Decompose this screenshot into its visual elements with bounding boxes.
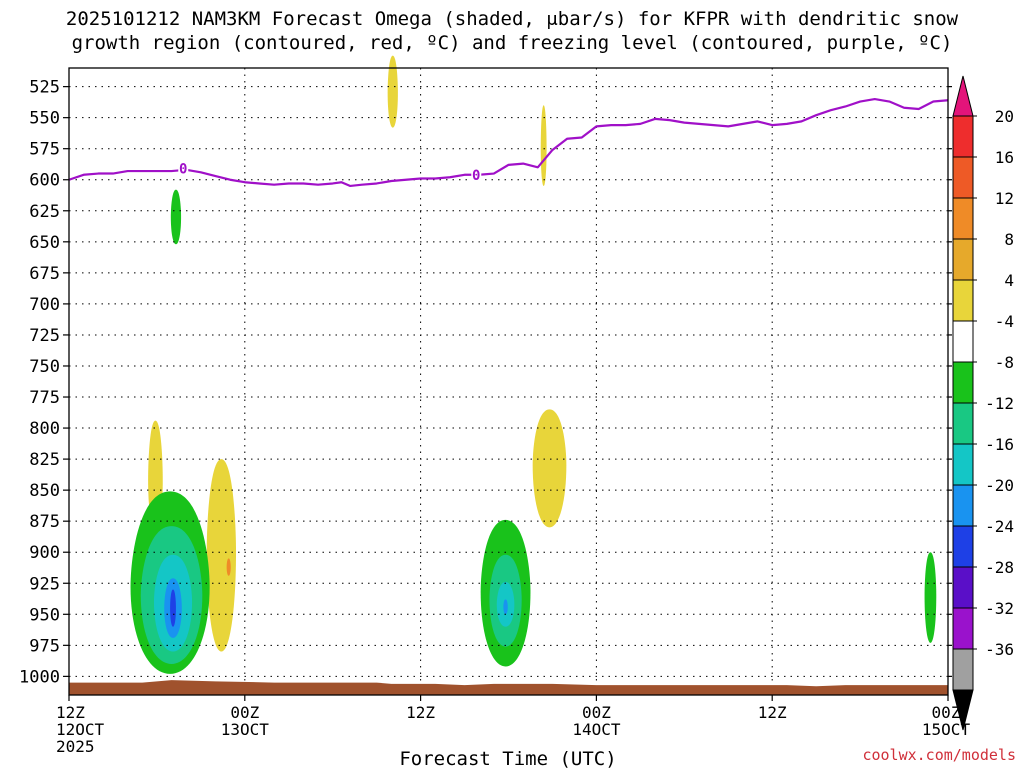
grid-lines: [69, 68, 948, 695]
colorbar-bin-12: [952, 566, 974, 609]
y-tick-label-975: 975: [29, 636, 60, 656]
y-tick-label-800: 800: [29, 419, 60, 439]
y-tick-label-675: 675: [29, 264, 60, 284]
colorbar-bin-7: [952, 361, 974, 404]
x-tick-label-12-line-1: 00Z: [230, 703, 259, 722]
y-tick-label-575: 575: [29, 140, 60, 160]
chart-title-line-1: 2025101212 NAM3KM Forecast Omega (shaded…: [65, 8, 959, 30]
colorbar-bin-10: [952, 484, 974, 527]
omega-upward-feature-8-level-4: [170, 589, 176, 627]
y-tick-label-1000: 1000: [19, 667, 60, 687]
colorbar-label-5: -4: [995, 312, 1014, 331]
y-tick-label-550: 550: [29, 109, 60, 129]
x-tick-label-60-line-2: 15OCT: [922, 720, 971, 739]
y-tick-label-700: 700: [29, 295, 60, 315]
x-tick-label-12-line-2: 13OCT: [221, 720, 270, 739]
colorbar-bin-8: [952, 402, 974, 445]
colorbar-bin-2: [952, 156, 974, 199]
colorbar-bin-4: [952, 238, 974, 281]
omega-upward-feature-9-level-3: [503, 599, 508, 615]
y-axis: 525 550 575 600 625 650 675 700 725 750 775 800 825 8…: [19, 78, 952, 687]
x-tick-label-60-line-1: 00Z: [932, 703, 961, 722]
colorbar-label-2: 12: [995, 189, 1014, 208]
colorbar-label-0: 20: [995, 107, 1014, 126]
y-tick-label-600: 600: [29, 171, 60, 191]
colorbar-label-4: 4: [1004, 271, 1014, 290]
freezing-level-label-0: 0: [179, 162, 187, 178]
colorbar-bin-5: [952, 279, 974, 322]
y-tick-label-650: 650: [29, 233, 60, 253]
plot-frame: [68, 67, 949, 696]
colorbar-bin-14: [952, 648, 974, 691]
colorbar-label-10: -24: [985, 517, 1014, 536]
omega-downward-feature-5-level-0: [540, 105, 547, 186]
y-tick-label-850: 850: [29, 481, 60, 501]
colorbar-label-9: -20: [985, 476, 1014, 495]
y-tick-label-775: 775: [29, 388, 60, 408]
freezing-level-label-bg-0: [178, 160, 189, 176]
omega-downward-feature-3-level-0: [226, 558, 231, 576]
terrain-fill: [69, 680, 948, 695]
terrain-layer: [69, 680, 948, 695]
y-tick-label-750: 750: [29, 357, 60, 377]
x-tick-label-36-line-1: 00Z: [582, 703, 611, 722]
x-tick-label-0-line-2: 12OCT: [56, 720, 105, 739]
y-tick-label-875: 875: [29, 512, 60, 532]
colorbar-label-1: 16: [995, 148, 1014, 167]
freezing-level-line: [68, 97, 949, 188]
x-tick-label-36-line-2: 14OCT: [572, 720, 621, 739]
y-tick-label-725: 725: [29, 326, 60, 346]
chart-title-line-2: growth region (contoured, red, ºC) and f…: [71, 32, 953, 54]
colorbar-legend: 20 16 12 8 4 -4 -8 -12 -16 -20 -24 -28 -32 -36: [952, 75, 1014, 731]
colorbar-bin-6: [952, 320, 974, 363]
omega-upward-feature-0-level-0: [170, 189, 182, 245]
y-tick-label-900: 900: [29, 543, 60, 563]
x-tick-label-24-line-1: 12Z: [406, 703, 435, 722]
x-axis-title: Forecast Time (UTC): [399, 748, 616, 768]
omega-downward-feature-2-level-0: [206, 459, 237, 652]
x-tick-label-0-line-3: 2025: [56, 737, 95, 756]
y-tick-label-625: 625: [29, 202, 60, 222]
x-tick-label-0-line-1: 12Z: [56, 703, 85, 722]
colorbar-bin-13: [952, 607, 974, 650]
omega-upward-feature-7-level-0: [924, 552, 937, 643]
colorbar-bin-3: [952, 197, 974, 240]
y-tick-label-950: 950: [29, 605, 60, 625]
colorbar-bin-11: [952, 525, 974, 568]
freezing-level-label-bg-1: [471, 166, 482, 182]
freezing-level-label-1: 0: [472, 168, 480, 184]
colorbar-bin-1: [952, 115, 974, 158]
colorbar-label-7: -12: [985, 394, 1014, 413]
site-credit: coolwx.com/models: [862, 746, 1016, 764]
colorbar-label-6: -8: [995, 353, 1014, 372]
omega-shading-layer: [130, 55, 937, 674]
colorbar-bottom-arrow: [952, 689, 974, 731]
y-tick-label-825: 825: [29, 450, 60, 470]
x-tick-label-48-line-1: 12Z: [758, 703, 787, 722]
colorbar-label-13: -36: [985, 640, 1014, 659]
colorbar-label-12: -32: [985, 599, 1014, 618]
y-tick-label-525: 525: [29, 78, 60, 98]
colorbar-label-3: 8: [1004, 230, 1014, 249]
colorbar-label-8: -16: [985, 435, 1014, 454]
omega-downward-feature-6-level-0: [532, 409, 567, 528]
y-tick-label-925: 925: [29, 574, 60, 594]
colorbar-label-11: -28: [985, 558, 1014, 577]
omega-downward-feature-4-level-0: [387, 55, 398, 128]
colorbar-top-arrow: [952, 75, 974, 117]
colorbar-bin-9: [952, 443, 974, 486]
